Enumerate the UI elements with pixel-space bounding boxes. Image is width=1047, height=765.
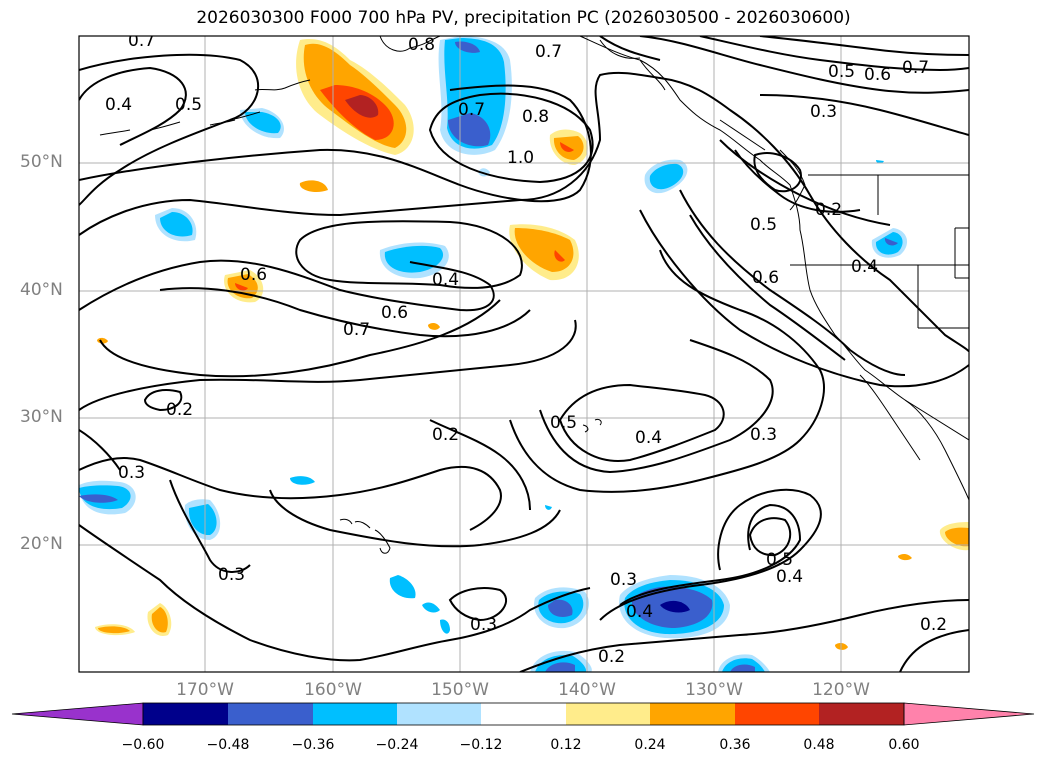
colorbar-segment bbox=[735, 703, 819, 725]
colorbar-segment bbox=[397, 703, 481, 725]
contour-label: 0.7 bbox=[343, 320, 370, 340]
colorbar-tick-label: −0.60 bbox=[121, 737, 165, 753]
contour-label: 0.8 bbox=[408, 35, 435, 55]
colorbar-tick-label: 0.60 bbox=[888, 737, 920, 753]
map-border bbox=[78, 35, 970, 673]
contour-label: 0.6 bbox=[381, 303, 408, 323]
contour-label: 0.4 bbox=[105, 95, 132, 115]
contour-label: 0.4 bbox=[635, 428, 662, 448]
lat-label: 30°N bbox=[20, 407, 63, 427]
contour-label: 0.3 bbox=[218, 565, 245, 585]
lon-label: 120°W bbox=[812, 680, 870, 700]
colorbar-tick-label: −0.12 bbox=[459, 737, 503, 753]
contour-label: 0.2 bbox=[166, 400, 193, 420]
contour-label: 0.4 bbox=[432, 270, 459, 290]
contour-label: 0.5 bbox=[828, 62, 855, 82]
map-background bbox=[79, 36, 969, 672]
contour-label: 0.3 bbox=[810, 102, 837, 122]
contour-label: 0.3 bbox=[610, 570, 637, 590]
colorbar-segment bbox=[650, 703, 735, 725]
contour-label: 0.4 bbox=[626, 602, 653, 622]
colorbar-tick-label: 0.36 bbox=[719, 737, 751, 753]
contour-label: 0.7 bbox=[128, 31, 155, 51]
political-borders bbox=[790, 174, 969, 441]
contour-label: 0.5 bbox=[766, 550, 793, 570]
colorbar-segment bbox=[228, 703, 313, 725]
contour-label: 0.6 bbox=[752, 268, 779, 288]
colorbar-segment bbox=[819, 703, 904, 725]
precip-positive-areas bbox=[95, 39, 969, 650]
contour-label: 0.7 bbox=[902, 58, 929, 78]
colorbar-tick-label: 0.12 bbox=[550, 737, 582, 753]
colorbar-tick-label: −0.48 bbox=[206, 737, 250, 753]
lon-label: 170°W bbox=[176, 680, 234, 700]
colorbar-segment bbox=[313, 703, 397, 725]
contour-label: 0.8 bbox=[522, 107, 549, 127]
contour-label: 0.5 bbox=[175, 95, 202, 115]
colorbar-segment bbox=[481, 703, 566, 725]
contour-label: 0.2 bbox=[598, 647, 625, 667]
lat-label: 20°N bbox=[20, 534, 63, 554]
map-content: 0.7 0.8 0.7 0.5 0.6 0.7 0.4 0.5 0.7 0.8 … bbox=[79, 31, 969, 672]
gridlines bbox=[79, 36, 969, 672]
contour-label: 0.2 bbox=[815, 200, 842, 220]
lon-label: 150°W bbox=[431, 680, 489, 700]
contour-label: 0.3 bbox=[750, 425, 777, 445]
contour-label: 0.3 bbox=[470, 615, 497, 635]
figure-title: 2026030300 F000 700 hPa PV, precipitatio… bbox=[196, 8, 851, 28]
contour-label: 0.5 bbox=[550, 413, 577, 433]
colorbar-extend-low bbox=[11, 702, 144, 726]
lon-label: 140°W bbox=[558, 680, 616, 700]
contour-label: 0.6 bbox=[864, 65, 891, 85]
contour-label: 1.0 bbox=[507, 148, 534, 168]
colorbar-outline bbox=[142, 702, 905, 726]
contour-label: 0.4 bbox=[851, 257, 878, 277]
lat-label: 50°N bbox=[20, 152, 63, 172]
colorbar-segment bbox=[566, 703, 650, 725]
lon-label: 160°W bbox=[304, 680, 362, 700]
lon-label: 130°W bbox=[685, 680, 743, 700]
colorbar-segment bbox=[143, 703, 228, 725]
colorbar-tick-label: 0.48 bbox=[803, 737, 835, 753]
contour-label: 0.6 bbox=[240, 265, 267, 285]
pv-contours bbox=[79, 36, 969, 672]
colorbar-tick-label: −0.24 bbox=[375, 737, 419, 753]
contour-label: 0.5 bbox=[750, 215, 777, 235]
contour-label: 0.2 bbox=[432, 425, 459, 445]
contour-label: 0.2 bbox=[920, 615, 947, 635]
contour-label: 0.4 bbox=[776, 567, 803, 587]
colorbar-extend-high bbox=[903, 702, 1035, 726]
contour-label: 0.7 bbox=[458, 100, 485, 120]
colorbar-tick-label: 0.24 bbox=[634, 737, 666, 753]
contour-label: 0.7 bbox=[535, 42, 562, 62]
colorbar bbox=[11, 702, 1035, 726]
colorbar-tick-label: −0.36 bbox=[291, 737, 335, 753]
lat-label: 40°N bbox=[20, 280, 63, 300]
contour-label: 0.3 bbox=[118, 463, 145, 483]
contour-labels: 0.7 0.8 0.7 0.5 0.6 0.7 0.4 0.5 0.7 0.8 … bbox=[105, 31, 947, 667]
